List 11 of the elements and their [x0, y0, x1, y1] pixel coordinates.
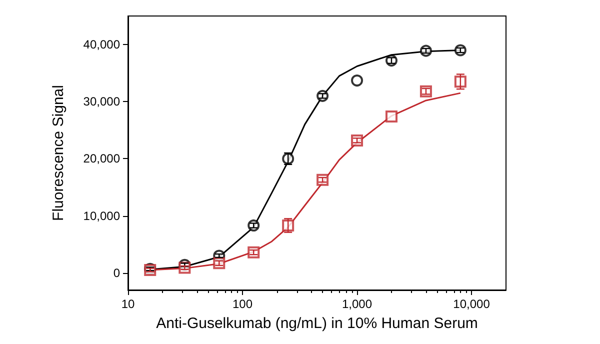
y-tick-label: 30,000: [83, 94, 120, 109]
x-tick-label: 1,000: [342, 297, 372, 311]
y-tick-label: 0: [113, 266, 120, 280]
y-axis-title: Fluorescence Signal: [50, 85, 67, 221]
x-tick-label: 10: [121, 297, 135, 311]
x-tick-label: 10,000: [453, 297, 490, 311]
y-tick-label: 20,000: [83, 152, 120, 166]
y-tick-label: 10,000: [83, 208, 120, 223]
x-tick-label: 100: [232, 297, 253, 311]
y-tick-label: 40,000: [83, 38, 120, 52]
x-axis-title: Anti-Guselkumab (ng/mL) in 10% Human Serum: [156, 315, 478, 332]
